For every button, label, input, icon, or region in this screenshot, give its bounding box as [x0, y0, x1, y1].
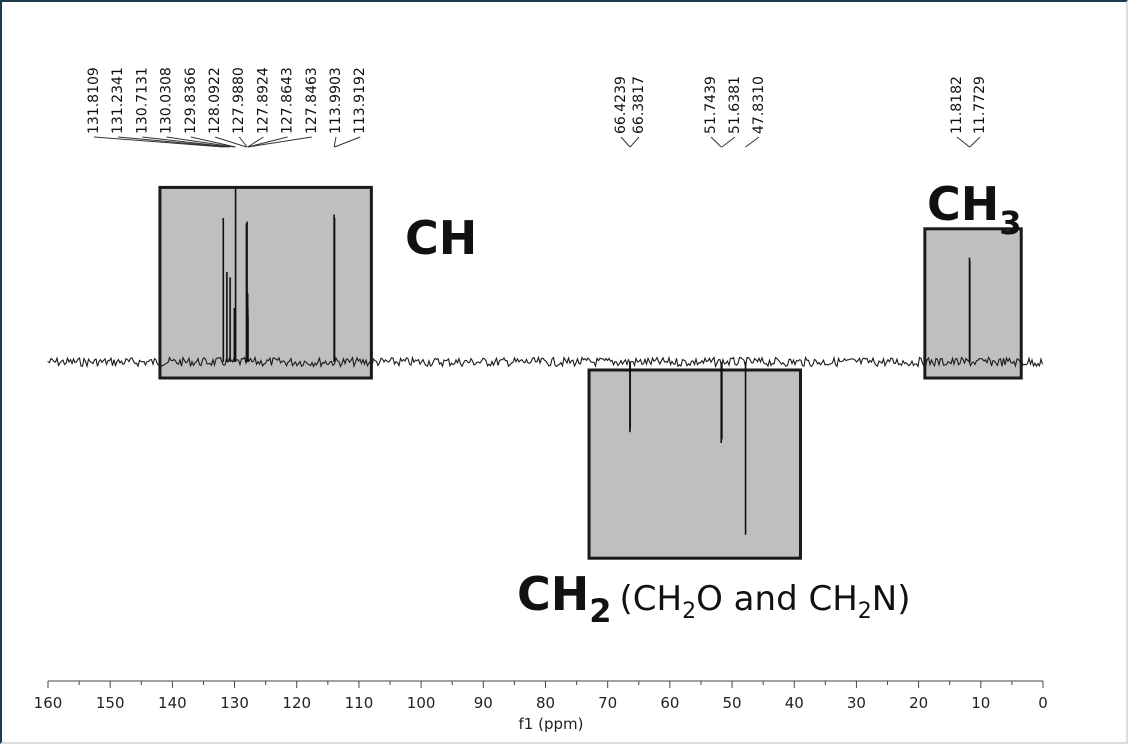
peak-leader-0 — [93, 136, 224, 148]
peak-label-12: 66.4239 — [613, 76, 629, 134]
x-tick-label: 160 — [34, 694, 63, 712]
baseline-noise — [47, 355, 1044, 369]
x-tick-label: 100 — [407, 694, 436, 712]
peak-leader-3 — [166, 136, 235, 148]
peak-leader-7 — [247, 136, 264, 148]
peak-label-10: 113.9903 — [328, 67, 344, 134]
peak-label-11: 113.9192 — [352, 67, 368, 134]
x-tick-label: 80 — [536, 694, 555, 712]
region-boxes — [158, 185, 1023, 560]
label-ch2-paren-close: N) — [872, 579, 911, 619]
peak-lines — [222, 187, 971, 535]
peak-leader-6 — [238, 136, 248, 148]
peak-label-8: 127.8643 — [280, 67, 296, 134]
peak-label-1: 131.2341 — [110, 67, 126, 134]
x-tick-label: 60 — [660, 694, 679, 712]
region-box-ch — [158, 185, 373, 380]
peak-label-16: 47.8310 — [751, 76, 767, 134]
x-tick-label: 150 — [96, 694, 125, 712]
peak-leader-1 — [118, 136, 227, 148]
x-tick-label: 30 — [847, 694, 866, 712]
peak-leader-11 — [334, 136, 361, 148]
peak-label-5: 128.0922 — [207, 67, 223, 134]
label-ch2-main: CH — [517, 567, 589, 621]
peak-leader-15 — [721, 136, 736, 148]
peak-leader-4 — [190, 136, 236, 148]
peak-label-14: 51.7439 — [703, 76, 719, 134]
peak-label-17: 11.8182 — [949, 76, 965, 134]
peak-leader-13 — [629, 136, 640, 148]
peak-leader-5 — [214, 136, 247, 148]
peak-label-3: 130.0308 — [159, 67, 175, 134]
x-tick-label: 10 — [971, 694, 990, 712]
x-tick-label: 50 — [723, 694, 742, 712]
peak-label-7: 127.8924 — [255, 67, 271, 134]
x-tick-label: 140 — [158, 694, 187, 712]
label-ch2: CH2 (CH2O and CH2N) — [517, 567, 910, 630]
x-tick-label: 0 — [1038, 694, 1048, 712]
peak-label-0: 131.8109 — [86, 67, 102, 134]
label-ch2-paren-open: (CH — [620, 579, 683, 619]
peak-labels: 131.8109 131.2341 130.7131 130.0308 129.8366… — [86, 67, 988, 148]
label-ch3-sub: 3 — [999, 204, 1021, 242]
label-ch2-sub: 2 — [589, 592, 611, 630]
peak-leader-14 — [710, 136, 722, 148]
peak-leader-16 — [745, 136, 760, 148]
peak-label-18: 11.7729 — [972, 76, 988, 134]
region-box-ch2 — [587, 368, 802, 560]
peak-leader-18 — [969, 136, 981, 148]
x-tick-label: 120 — [282, 694, 311, 712]
label-ch3: CH3 — [927, 177, 1022, 242]
peak-label-13: 66.3817 — [631, 76, 647, 134]
x-tick-label: 130 — [220, 694, 249, 712]
x-tick-label: 20 — [909, 694, 928, 712]
label-ch2-paren-sub-1: 2 — [682, 599, 696, 624]
peak-label-4: 129.8366 — [183, 67, 199, 134]
peak-leader-17 — [956, 136, 970, 148]
x-tick-label: 70 — [598, 694, 617, 712]
peak-label-15: 51.6381 — [727, 76, 743, 134]
peak-label-2: 130.7131 — [134, 67, 150, 134]
x-tick-label: 90 — [474, 694, 493, 712]
peak-label-6: 127.9880 — [231, 67, 247, 134]
peak-label-9: 127.8463 — [304, 67, 320, 134]
peak-leader-9 — [247, 136, 312, 148]
label-ch2-paren-mid: O and CH — [696, 579, 858, 619]
label-ch2-paren-sub-2: 2 — [858, 599, 872, 624]
peak-leader-12 — [620, 136, 631, 148]
label-ch: CH — [405, 211, 477, 265]
x-tick-label: 40 — [785, 694, 804, 712]
peak-leader-10 — [333, 136, 337, 148]
label-ch3-main: CH — [927, 177, 999, 231]
region-box-ch3 — [923, 227, 1023, 380]
x-axis: 160 150 140 130 120 110 100 90 80 70 60 50 40 30 20 10 0 — [34, 680, 1048, 712]
baseline-trace — [47, 355, 1044, 369]
peak-leader-2 — [142, 136, 231, 148]
peak-leader-8 — [247, 136, 288, 148]
x-tick-label: 110 — [345, 694, 374, 712]
x-axis-label: f1 (ppm) — [519, 715, 584, 733]
